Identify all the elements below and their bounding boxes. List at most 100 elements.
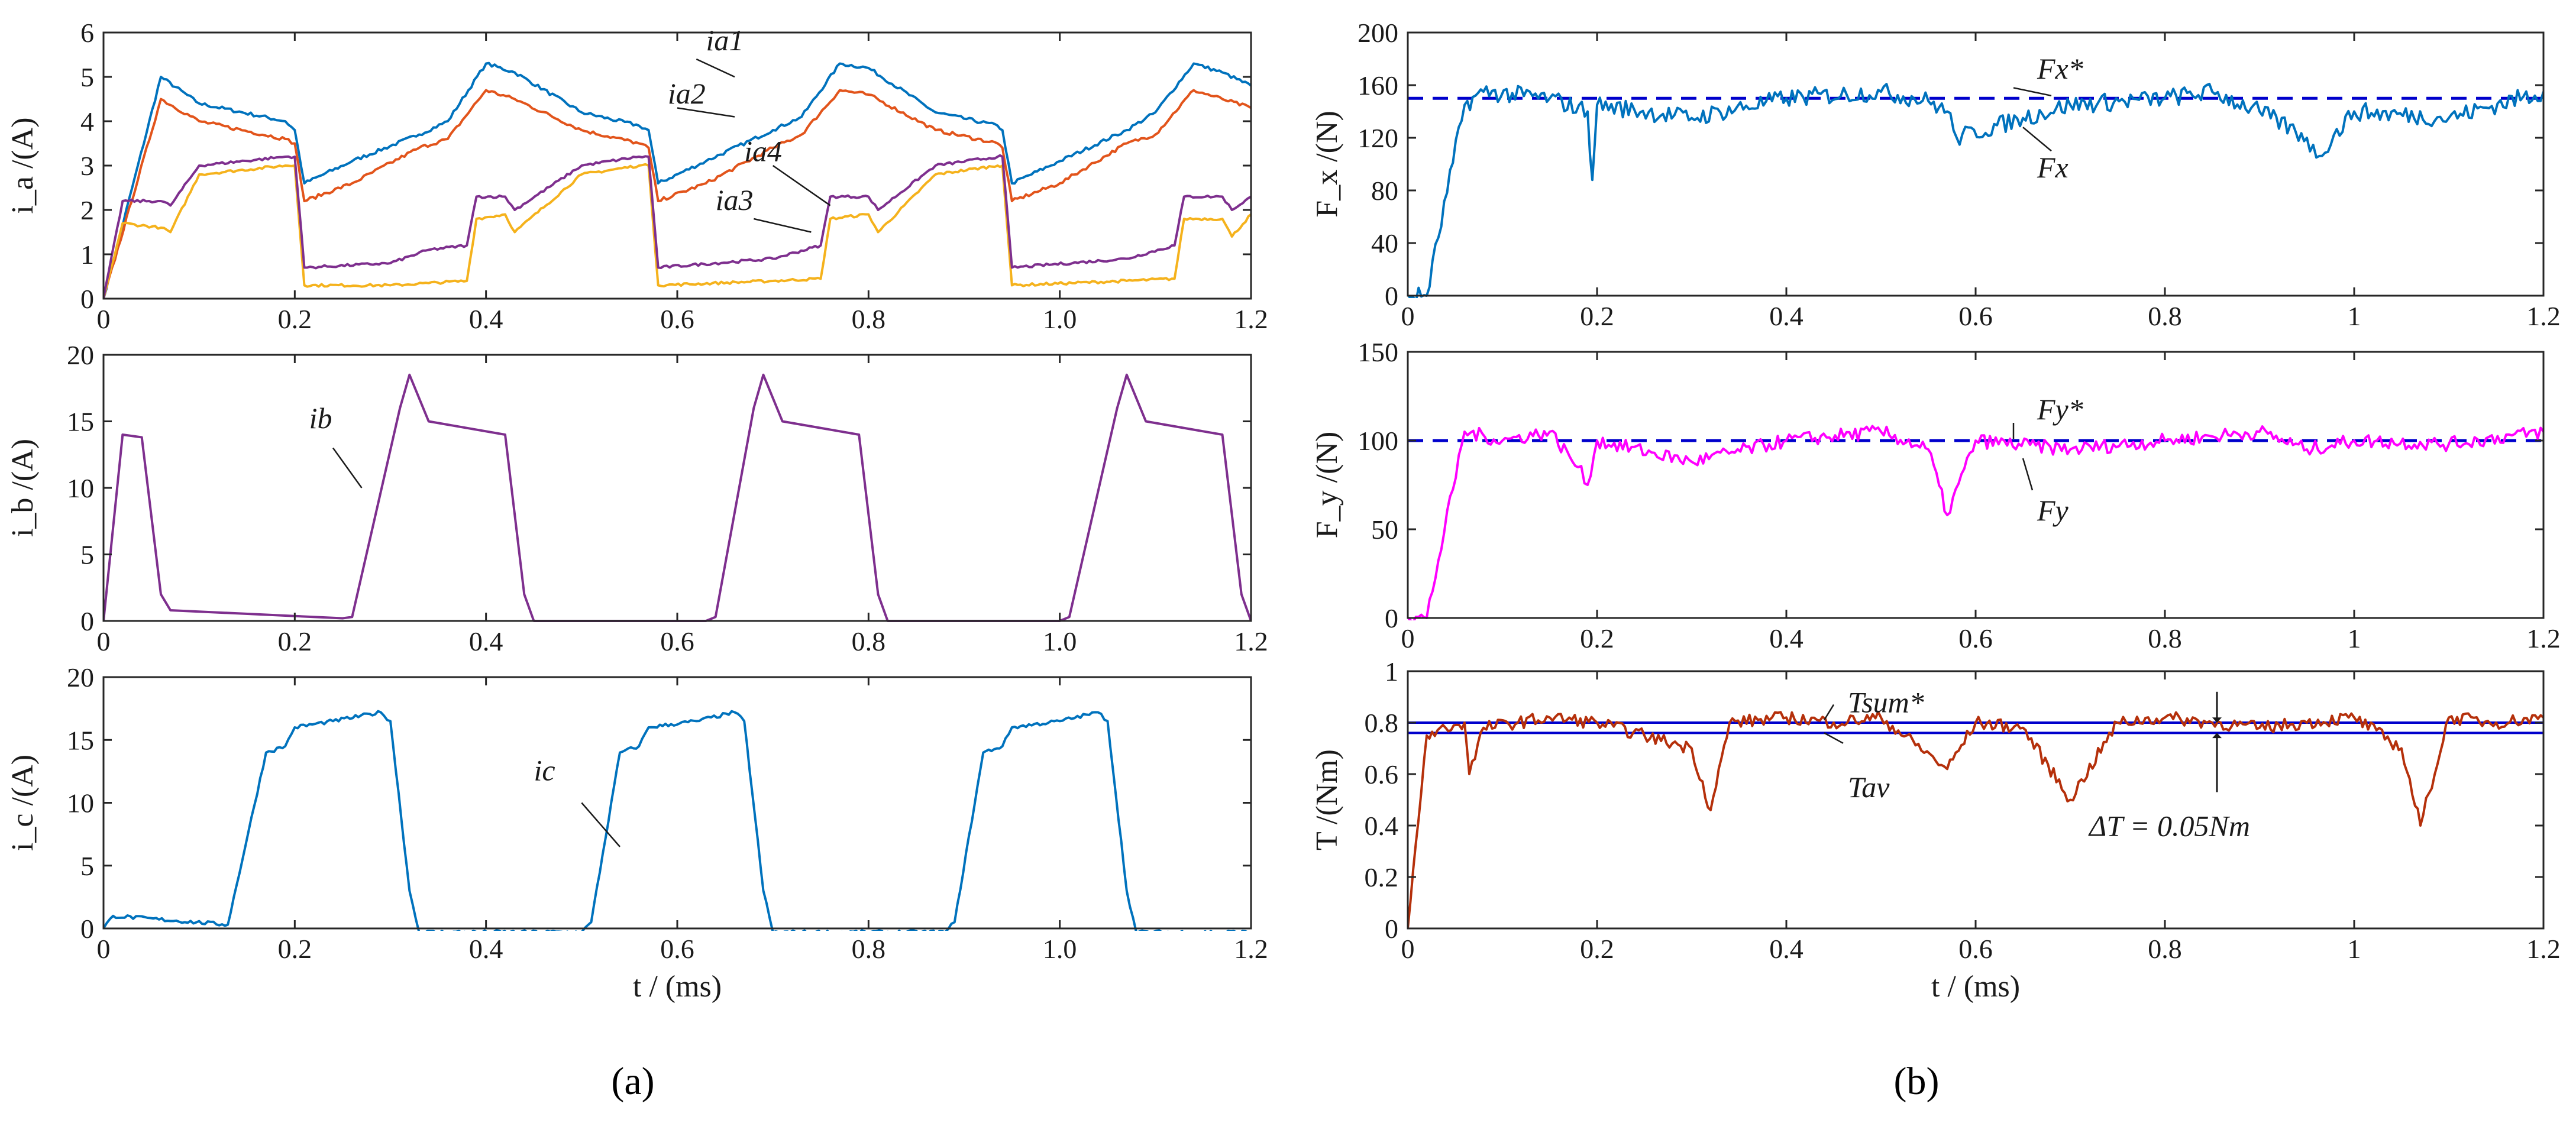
- x-tick-label-ia: 0.2: [278, 304, 312, 334]
- annotation-leader-ib: [332, 447, 363, 488]
- x-tick-label-ia: 0.4: [469, 304, 503, 334]
- x-tick-label-fx: 0: [1401, 301, 1415, 331]
- x-tick-label-fy: 0.8: [2148, 623, 2182, 653]
- y-tick-label-ic: 15: [67, 725, 94, 755]
- y-tick-label-fy: 0: [1385, 603, 1398, 633]
- y-tick-label-ia: 0: [80, 284, 94, 314]
- annotation-leader-fx: [2013, 87, 2052, 97]
- x-tick-label-ia: 0: [97, 304, 111, 334]
- y-tick-label-ia: 4: [80, 106, 94, 137]
- x-tick-label-fy: 0.2: [1580, 623, 1614, 653]
- series-ia2: [104, 89, 1251, 299]
- annotation-label-ia: ia3: [716, 183, 754, 216]
- y-tick-label-fx: 120: [1358, 123, 1398, 153]
- y-tick-label-ic: 0: [80, 914, 94, 944]
- x-axis-label-torque: t / (ms): [1931, 970, 2020, 1004]
- annotation-label-fx: Fx: [2037, 151, 2068, 184]
- x-tick-label-torque: 1.2: [2526, 934, 2561, 964]
- series-Fx: [1408, 82, 2543, 298]
- series-ia4: [104, 154, 1251, 299]
- y-tick-label-fx: 0: [1385, 281, 1398, 311]
- x-tick-label-ic: 0: [97, 934, 111, 964]
- y-axis-label-fx: F_x /(N): [1310, 111, 1344, 218]
- y-tick-label-fx: 80: [1371, 176, 1398, 206]
- series-ia1: [104, 62, 1251, 299]
- delta-t-arrowhead-top: [2212, 717, 2222, 723]
- x-tick-label-ib: 0.2: [278, 626, 312, 656]
- annotation-label-ia: ia2: [668, 77, 706, 110]
- x-tick-label-ic: 1.0: [1043, 934, 1077, 964]
- y-tick-label-ia: 2: [80, 195, 94, 225]
- x-tick-label-ic: 0.2: [278, 934, 312, 964]
- panel-label-a: (a): [611, 1060, 654, 1103]
- annotation-label-ib: ib: [309, 402, 332, 435]
- x-tick-label-torque: 1: [2348, 934, 2361, 964]
- y-axis-label-torque: T /(Nm): [1310, 749, 1344, 850]
- annotation-label-torque: Tsum*: [1848, 686, 1924, 719]
- series-group-fy: [1408, 425, 2543, 620]
- y-tick-label-ia: 1: [80, 240, 94, 270]
- x-axis-label-ic: t / (ms): [633, 970, 722, 1004]
- annotation-leader-ic: [581, 802, 620, 847]
- series-group-ia: [104, 62, 1251, 299]
- chart-fy: 0 0.2 0.4 0.6 0.8 1 1.2 0 50 100 150 F_y /(N): [1310, 337, 2561, 653]
- x-tick-label-ia: 1.0: [1043, 304, 1077, 334]
- annotation-leader-ia: [754, 218, 812, 233]
- y-tick-label-fx: 200: [1358, 18, 1398, 48]
- x-tick-label-ib: 0.4: [469, 626, 503, 656]
- y-tick-label-torque: 0.8: [1365, 708, 1399, 738]
- y-tick-label-ib: 5: [80, 540, 94, 570]
- annotation-leader-fx: [2022, 127, 2052, 152]
- chart-ic: 0 0.2 0.4 0.6 0.8 1.0 1.2 0 5 10 15 20 i_c /(A) t / (…: [6, 662, 1268, 1004]
- y-axis-label-fy: F_y /(N): [1310, 432, 1344, 539]
- y-tick-label-torque: 0.2: [1365, 862, 1399, 892]
- series-group-ic: [104, 710, 1247, 931]
- x-tick-label-torque: 0.2: [1580, 934, 1614, 964]
- annotation-leader-ia: [696, 58, 735, 78]
- x-tick-label-ic: 0.6: [660, 934, 694, 964]
- x-tick-label-ic: 0.8: [852, 934, 886, 964]
- y-axis-label-ib: i_b /(A): [6, 439, 40, 537]
- annotation-label-fy: Fy: [2037, 494, 2069, 527]
- chart-ia: 0 0.2 0.4 0.6 0.8 1.0 1.2 0 1 2 3 4 5 6 i_a /(A): [6, 18, 1268, 334]
- x-tick-label-fy: 1: [2348, 623, 2361, 653]
- x-tick-label-ib: 1.2: [1234, 626, 1268, 656]
- annotation-leader-torque: [1824, 732, 1844, 744]
- y-tick-label-ib: 15: [67, 407, 94, 437]
- series-ic: [104, 710, 1247, 931]
- y-tick-label-ic: 5: [80, 851, 94, 881]
- y-tick-label-torque: 0: [1385, 914, 1398, 944]
- series-T: [1408, 710, 2543, 929]
- chart-torque: 0 0.2 0.4 0.6 0.8 1 1.2 0 0.2 0.4 0.6 0.8 1 T /(Nm) t …: [1310, 656, 2561, 1004]
- x-tick-label-torque: 0: [1401, 934, 1415, 964]
- y-tick-label-torque: 0.4: [1365, 811, 1399, 841]
- chart-ib: 0 0.2 0.4 0.6 0.8 1.0 1.2 0 5 10 15 20 i_b /(A): [6, 340, 1268, 656]
- y-tick-label-fx: 160: [1358, 70, 1398, 101]
- x-tick-label-ib: 0: [97, 626, 111, 656]
- x-tick-label-torque: 0.4: [1769, 934, 1803, 964]
- x-tick-label-fy: 0.4: [1769, 623, 1803, 653]
- panel-label-b: (b): [1894, 1060, 1940, 1103]
- x-tick-label-ia: 0.8: [852, 304, 886, 334]
- x-tick-label-fx: 0.2: [1580, 301, 1614, 331]
- y-tick-label-torque: 1: [1385, 656, 1398, 687]
- annotation-label-fx: Fx*: [2037, 52, 2083, 85]
- x-tick-label-fx: 1.2: [2526, 301, 2561, 331]
- y-tick-label-fy: 150: [1358, 337, 1398, 367]
- annotation-leader-fy: [2022, 458, 2034, 491]
- x-tick-label-torque: 0.6: [1958, 934, 1993, 964]
- y-tick-label-fx: 40: [1371, 228, 1398, 258]
- y-tick-label-fy: 100: [1358, 426, 1398, 456]
- x-tick-label-fx: 0.4: [1769, 301, 1803, 331]
- delta-t-arrowhead-bottom: [2212, 733, 2222, 739]
- series-group-fx: [1408, 82, 2543, 298]
- y-tick-label-ib: 20: [67, 340, 94, 370]
- series-group-ib: [104, 373, 1251, 622]
- annotation-label-ia: ia1: [706, 24, 744, 57]
- y-tick-label-ia: 3: [80, 151, 94, 181]
- x-tick-label-ia: 1.2: [1234, 304, 1268, 334]
